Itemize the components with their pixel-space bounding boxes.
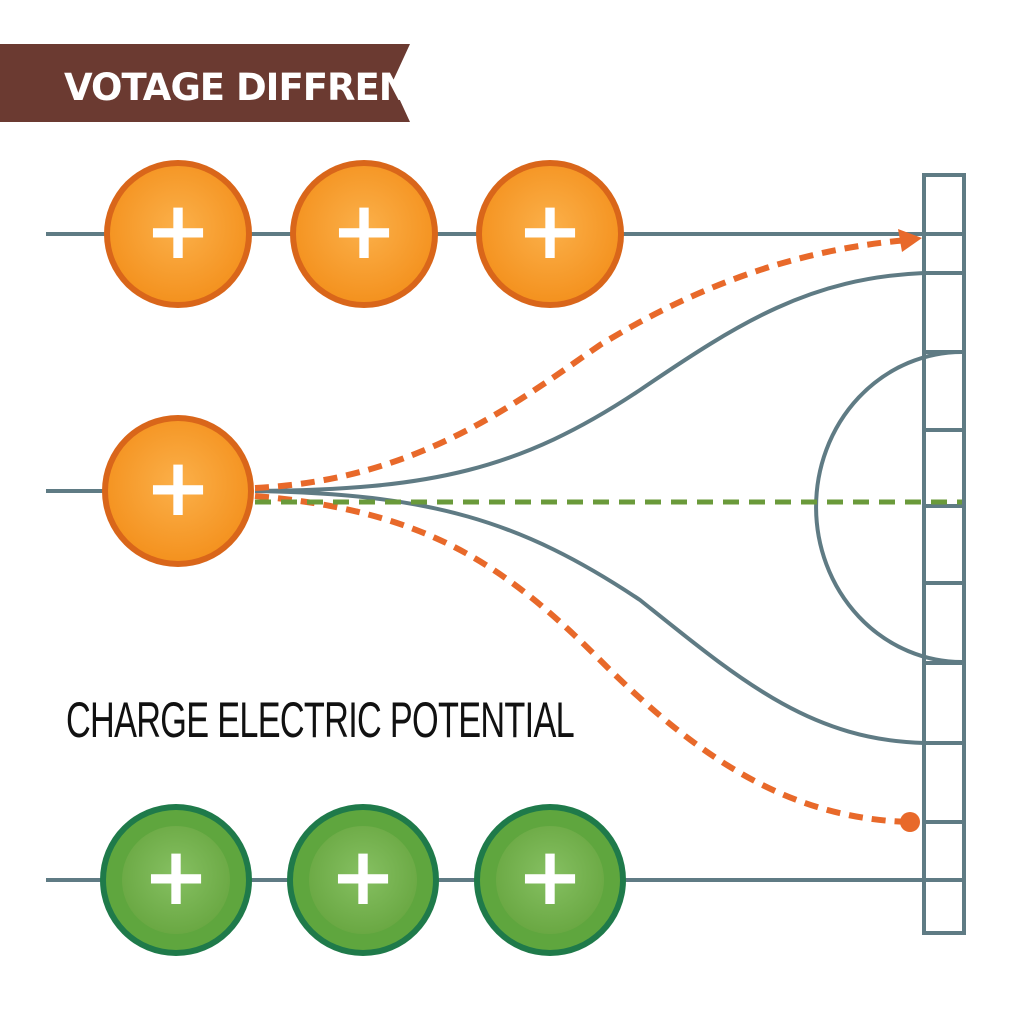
upper-arrowhead bbox=[898, 229, 922, 252]
top-charge-row: + + + bbox=[104, 160, 624, 308]
field-line-upper bbox=[254, 271, 925, 493]
positive-charge-green: + bbox=[100, 804, 252, 956]
lower-endpoint-dot bbox=[900, 812, 920, 832]
plate-frame bbox=[922, 173, 966, 935]
dashed-orange-upper bbox=[254, 237, 909, 491]
plate-ladder bbox=[922, 173, 966, 935]
banner-title: VOTAGE DIFFRENCES bbox=[64, 66, 485, 109]
dashed-paths bbox=[254, 237, 962, 825]
positive-charge-green: + bbox=[474, 804, 626, 956]
plus-icon: + bbox=[144, 184, 211, 277]
plus-icon: + bbox=[144, 441, 211, 534]
title-banner: VOTAGE DIFFRENCES bbox=[0, 44, 486, 122]
plus-icon: + bbox=[516, 830, 583, 923]
positive-charge-orange: + bbox=[290, 160, 438, 308]
plus-icon: + bbox=[329, 830, 396, 923]
plus-icon: + bbox=[142, 830, 209, 923]
positive-charge-green: + bbox=[287, 804, 439, 956]
plus-icon: + bbox=[330, 184, 397, 277]
diagram-caption: CHARGE ELECTRIC POTENTIAL bbox=[66, 692, 574, 748]
banner-ribbon bbox=[0, 44, 410, 122]
dashed-orange-lower bbox=[254, 493, 909, 825]
positive-charge-orange: + bbox=[476, 160, 624, 308]
source-charge: + bbox=[102, 415, 254, 567]
path-endpoints bbox=[898, 229, 922, 832]
field-lines bbox=[254, 271, 963, 745]
equipotential-arc bbox=[814, 350, 963, 664]
positive-charge-orange: + bbox=[104, 160, 252, 308]
bottom-charge-row: + + + bbox=[100, 804, 626, 956]
plus-icon: + bbox=[516, 184, 583, 277]
